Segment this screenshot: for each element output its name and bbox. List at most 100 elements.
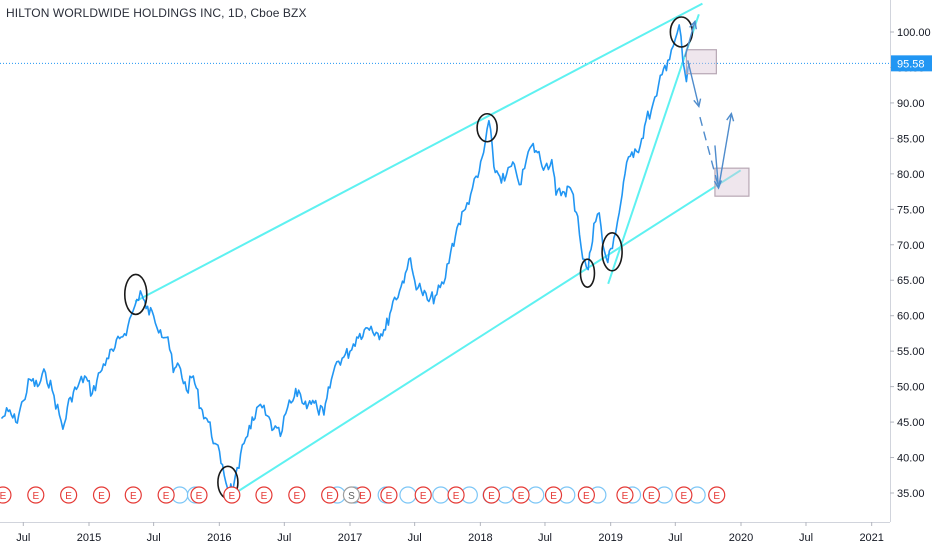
trend-line <box>607 13 700 285</box>
arrow-down-1 <box>687 60 700 107</box>
split-marker <box>342 486 361 504</box>
earnings-marker-label: E <box>32 491 39 502</box>
y-tick-label: 70.00 <box>897 240 925 252</box>
arrow-up-2-head <box>726 111 735 122</box>
earnings-marker <box>512 486 530 504</box>
earnings-marker-label: E <box>163 491 170 502</box>
x-tick-label: 2015 <box>77 532 101 544</box>
y-tick-label: 55.00 <box>897 346 925 358</box>
hand-drawn-annotations <box>123 16 750 500</box>
x-tick-label: 2017 <box>338 532 362 544</box>
earnings-marker-label: E <box>648 491 655 502</box>
target-box <box>685 49 717 75</box>
y-tick-label: 100.00 <box>897 27 931 39</box>
earnings-marker-label: E <box>261 491 268 502</box>
earnings-marker-label: E <box>622 491 629 502</box>
dashed-projection <box>699 116 719 185</box>
x-tick-label: Jul <box>799 532 813 544</box>
x-tick-label: Jul <box>668 532 682 544</box>
earnings-marker <box>0 486 12 504</box>
y-tick-label: 75.00 <box>897 204 925 216</box>
y-tick-label: 60.00 <box>897 311 925 323</box>
earnings-marker-label: E <box>681 491 688 502</box>
price-series <box>0 24 691 495</box>
earnings-marker <box>124 486 142 504</box>
trend-lines <box>134 2 742 494</box>
arrow-down-2 <box>714 145 720 189</box>
earnings-marker-label: E <box>130 491 137 502</box>
earnings-marker <box>223 486 241 504</box>
last-price-label: 95.58 <box>897 58 925 70</box>
x-tick-label: Jul <box>147 532 161 544</box>
earnings-marker-label: E <box>0 491 7 502</box>
circle-annotation <box>601 232 623 272</box>
x-tick-label: 2016 <box>207 532 231 544</box>
earnings-marker <box>157 486 175 504</box>
arrow-up-1-head <box>689 19 698 30</box>
earnings-marker-label: E <box>583 491 590 502</box>
trend-line <box>134 2 703 303</box>
earnings-marker <box>288 486 306 504</box>
earnings-marker-label: E <box>359 491 366 502</box>
earnings-marker <box>675 486 693 504</box>
y-tick-label: 45.00 <box>897 417 925 429</box>
circle-annotation <box>476 112 498 143</box>
trend-line <box>234 169 742 494</box>
arrow-up-2 <box>718 113 733 185</box>
earnings-marker <box>255 486 273 504</box>
earnings-marker-label: E <box>453 491 460 502</box>
dividend-marker <box>432 486 450 504</box>
x-tick-label: Jul <box>538 532 552 544</box>
earnings-marker-label: E <box>488 491 495 502</box>
earnings-marker <box>380 486 398 504</box>
earnings-marker <box>447 486 465 504</box>
earnings-marker <box>190 486 208 504</box>
earnings-marker-label: E <box>228 491 235 502</box>
y-tick-label: 40.00 <box>897 453 925 465</box>
price-line <box>0 24 691 495</box>
earnings-marker <box>708 486 726 504</box>
x-tick-label: 2020 <box>729 532 753 544</box>
y-tick-label: 35.00 <box>897 488 925 500</box>
arrow-down-1-head <box>693 98 702 109</box>
earnings-marker-label: E <box>196 491 203 502</box>
earnings-marker-label: E <box>518 491 525 502</box>
earnings-marker <box>27 486 45 504</box>
earnings-marker <box>544 486 563 504</box>
earnings-marker <box>577 486 595 504</box>
chart-title: HILTON WORLDWIDE HOLDINGS INC, 1D, Cboe … <box>6 6 307 20</box>
earnings-marker-label: E <box>98 491 105 502</box>
circle-annotation <box>579 258 596 288</box>
dividend-marker <box>399 486 417 504</box>
y-tick-label: 50.00 <box>897 382 925 394</box>
price-axis-panel <box>890 0 932 550</box>
earnings-marker <box>414 486 432 504</box>
y-tick-label: 80.00 <box>897 169 925 181</box>
earnings-marker-label: E <box>65 491 72 502</box>
y-tick-label: 85.00 <box>897 133 925 145</box>
arrow-up-1 <box>684 21 696 58</box>
arrow-down-2-head <box>713 180 723 190</box>
x-tick-label: 2021 <box>859 532 883 544</box>
earnings-marker-label: E <box>293 491 300 502</box>
y-tick-label: 90.00 <box>897 98 925 110</box>
earnings-marker <box>92 486 111 504</box>
earnings-marker-label: E <box>550 491 557 502</box>
dividend-marker <box>527 486 545 504</box>
y-tick-label: 65.00 <box>897 275 925 287</box>
earnings-marker <box>642 486 660 504</box>
last-price-badge <box>891 55 932 72</box>
earnings-marker-label: E <box>386 491 393 502</box>
earnings-marker <box>321 486 339 504</box>
earnings-marker <box>616 486 634 504</box>
circle-annotation <box>123 273 148 316</box>
earnings-marker-label: E <box>420 491 427 502</box>
earnings-marker-label: E <box>713 491 720 502</box>
x-tick-label: Jul <box>16 532 30 544</box>
earnings-marker <box>60 486 78 504</box>
earnings-marker <box>482 486 501 504</box>
x-tick-label: Jul <box>277 532 291 544</box>
